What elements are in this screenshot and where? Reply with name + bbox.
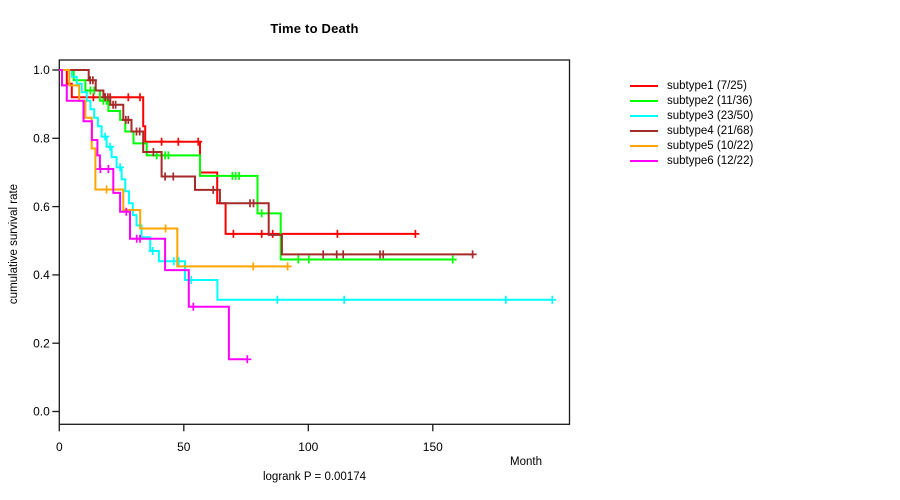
- legend-item-subtype5: subtype5 (10/22): [630, 138, 753, 153]
- censor-marks-subtype4: [86, 76, 477, 259]
- y-tick-label: 0.4: [33, 268, 50, 282]
- legend-line-swatch-subtype3: [630, 114, 658, 117]
- plot-box: [58, 59, 571, 425]
- legend-line-swatch-subtype1: [630, 84, 658, 87]
- x-tick-label: 150: [423, 440, 443, 454]
- legend-label-subtype5: subtype5 (10/22): [667, 139, 754, 152]
- censor-marks-subtype5: [102, 185, 292, 271]
- legend-label-subtype3: subtype3 (23/50): [667, 109, 754, 122]
- legend-line-swatch-subtype2: [630, 99, 658, 102]
- censor-marks-subtype3: [101, 132, 557, 304]
- x-tick-label: 0: [56, 440, 63, 454]
- censor-marks-subtype1: [89, 93, 420, 238]
- y-tick-label: 0.0: [33, 405, 50, 419]
- survival-curve-subtype3: [59, 69, 553, 301]
- legend-item-subtype2: subtype2 (11/36): [630, 93, 753, 108]
- censor-marks-subtype2: [86, 86, 457, 264]
- legend-item-subtype3: subtype3 (23/50): [630, 108, 753, 123]
- survival-curve-subtype5: [59, 69, 288, 268]
- survival-curve-subtype6: [59, 69, 248, 361]
- legend-line-swatch-subtype6: [630, 159, 658, 162]
- legend-item-subtype1: subtype1 (7/25): [630, 78, 753, 93]
- censor-marks-subtype6: [96, 165, 252, 364]
- legend-label-subtype4: subtype4 (21/68): [667, 124, 754, 137]
- survival-curve-subtype2: [59, 69, 453, 261]
- legend-item-subtype4: subtype4 (21/68): [630, 123, 753, 138]
- y-tick-label: 0.6: [33, 200, 50, 214]
- x-tick-label: 100: [298, 440, 318, 454]
- y-tick-label: 0.8: [33, 132, 50, 146]
- y-tick-label: 1.0: [33, 63, 50, 77]
- logrank-annotation: logrank P = 0.00174: [262, 471, 367, 483]
- legend-item-subtype6: subtype6 (12/22): [630, 153, 753, 168]
- y-tick-label: 0.2: [33, 336, 50, 350]
- legend: subtype1 (7/25) subtype2 (11/36) subtype3 …: [630, 78, 753, 168]
- legend-label-subtype2: subtype2 (11/36): [667, 94, 753, 107]
- legend-line-swatch-subtype4: [630, 129, 658, 132]
- x-axis-label: Month: [510, 456, 542, 468]
- legend-label-subtype1: subtype1 (7/25): [667, 79, 747, 92]
- x-tick-label: 50: [177, 440, 191, 454]
- legend-line-swatch-subtype5: [630, 144, 658, 147]
- survival-curve-subtype1: [59, 69, 416, 235]
- chart-title: Time to Death: [270, 21, 359, 36]
- legend-label-subtype6: subtype6 (12/22): [667, 154, 754, 167]
